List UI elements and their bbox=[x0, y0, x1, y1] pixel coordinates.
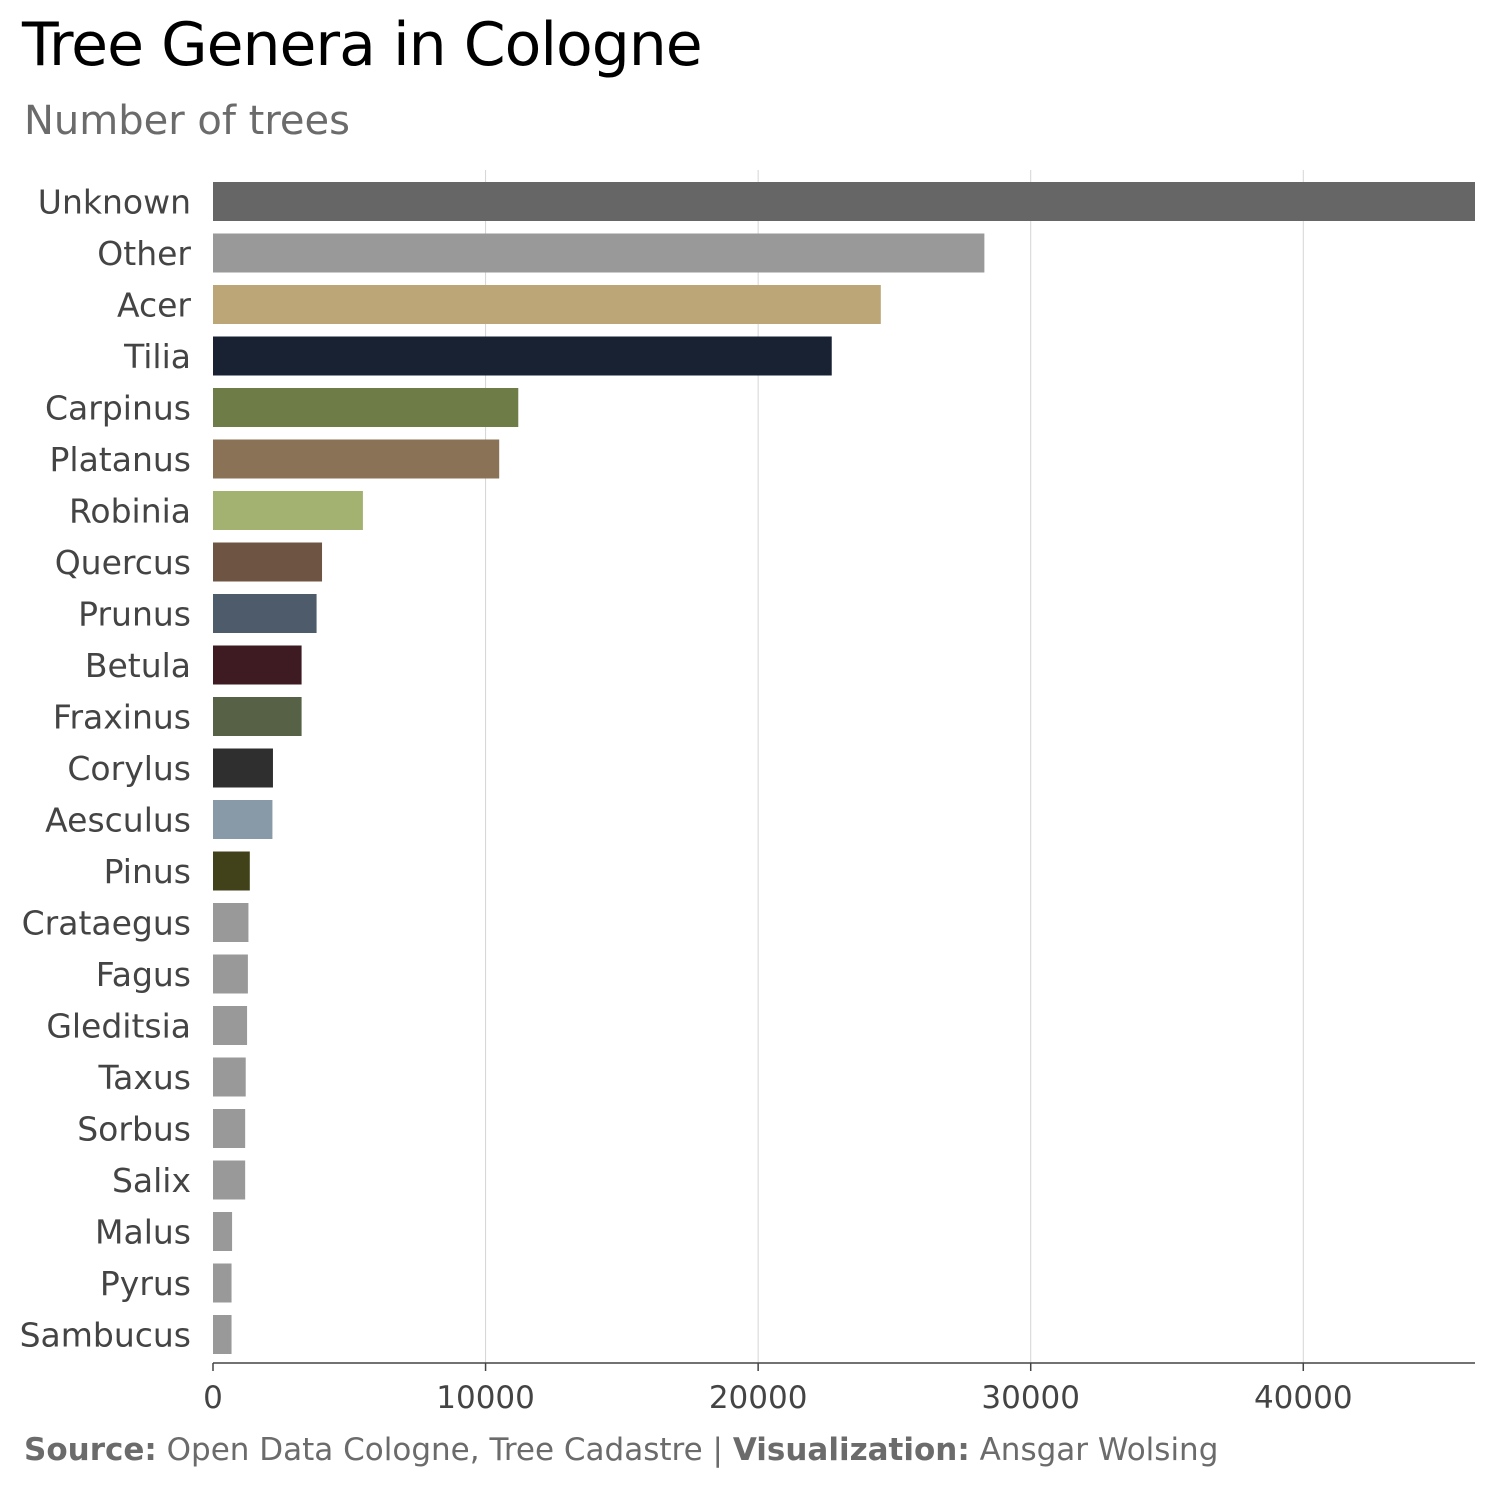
category-label-carpinus: Carpinus bbox=[45, 389, 191, 428]
category-label-taxus: Taxus bbox=[97, 1058, 191, 1097]
x-tick-label-20000: 20000 bbox=[709, 1380, 808, 1416]
bar-robinia bbox=[213, 491, 363, 530]
bar-crataegus bbox=[213, 903, 249, 942]
bars bbox=[213, 182, 1475, 1354]
category-label-gleditsia: Gleditsia bbox=[46, 1007, 191, 1046]
bar-prunus bbox=[213, 594, 317, 633]
category-label-tilia: Tilia bbox=[123, 337, 191, 376]
category-label-fagus: Fagus bbox=[96, 955, 191, 994]
category-label-corylus: Corylus bbox=[67, 749, 191, 788]
category-label-pinus: Pinus bbox=[104, 852, 191, 891]
category-label-unknown: Unknown bbox=[38, 183, 191, 222]
category-label-quercus: Quercus bbox=[55, 543, 191, 582]
bar-gleditsia bbox=[213, 1006, 248, 1045]
category-label-sorbus: Sorbus bbox=[77, 1110, 191, 1149]
x-axis: 0 10000 20000 30000 40000 bbox=[203, 1362, 1475, 1416]
category-label-pyrus: Pyrus bbox=[100, 1264, 191, 1303]
category-label-prunus: Prunus bbox=[78, 595, 191, 634]
bar-sorbus bbox=[213, 1109, 246, 1148]
bar-other bbox=[213, 233, 985, 273]
bar-taxus bbox=[213, 1057, 246, 1097]
x-tick-label-30000: 30000 bbox=[981, 1380, 1080, 1416]
category-labels: Unknown Other Acer Tilia Carpinus Platanus Rob… bbox=[20, 183, 192, 1355]
category-label-malus: Malus bbox=[95, 1213, 191, 1252]
chart-title: Tree Genera in Cologne bbox=[22, 10, 703, 80]
caption-source-text: Open Data Cologne, Tree Cadastre | bbox=[156, 1432, 733, 1468]
bar-corylus bbox=[213, 748, 273, 788]
x-tick-label-10000: 10000 bbox=[436, 1380, 535, 1416]
bar-quercus bbox=[213, 542, 323, 582]
category-label-betula: Betula bbox=[85, 646, 191, 685]
bar-acer bbox=[213, 285, 881, 324]
bar-pyrus bbox=[213, 1263, 232, 1303]
caption-source-label: Source: bbox=[24, 1432, 157, 1468]
bar-platanus bbox=[213, 439, 500, 479]
category-label-crataegus: Crataegus bbox=[22, 904, 191, 943]
chart-caption: Source: Open Data Cologne, Tree Cadastre… bbox=[24, 1432, 1218, 1468]
bar-malus bbox=[213, 1212, 233, 1251]
bar-aesculus bbox=[213, 800, 273, 839]
bar-fraxinus bbox=[213, 697, 302, 736]
x-tick-label-40000: 40000 bbox=[1254, 1380, 1353, 1416]
bar-betula bbox=[213, 645, 302, 685]
category-label-salix: Salix bbox=[112, 1161, 191, 1200]
bar-sambucus bbox=[213, 1315, 232, 1354]
bar-pinus bbox=[213, 851, 250, 891]
category-label-other: Other bbox=[97, 234, 191, 273]
x-tick-label-0: 0 bbox=[203, 1380, 223, 1416]
caption-viz-text: Ansgar Wolsing bbox=[969, 1432, 1219, 1468]
bar-tilia bbox=[213, 336, 832, 376]
bar-carpinus bbox=[213, 388, 519, 427]
category-label-acer: Acer bbox=[117, 286, 191, 325]
category-label-fraxinus: Fraxinus bbox=[53, 698, 191, 737]
category-label-platanus: Platanus bbox=[50, 440, 191, 479]
bar-salix bbox=[213, 1160, 246, 1200]
bar-fagus bbox=[213, 954, 248, 994]
chart-subtitle: Number of trees bbox=[24, 98, 350, 144]
category-label-robinia: Robinia bbox=[69, 492, 191, 531]
category-label-aesculus: Aesculus bbox=[45, 801, 191, 840]
caption-viz-label: Visualization: bbox=[732, 1432, 970, 1468]
category-label-sambucus: Sambucus bbox=[20, 1316, 191, 1355]
bar-unknown bbox=[213, 182, 1475, 221]
